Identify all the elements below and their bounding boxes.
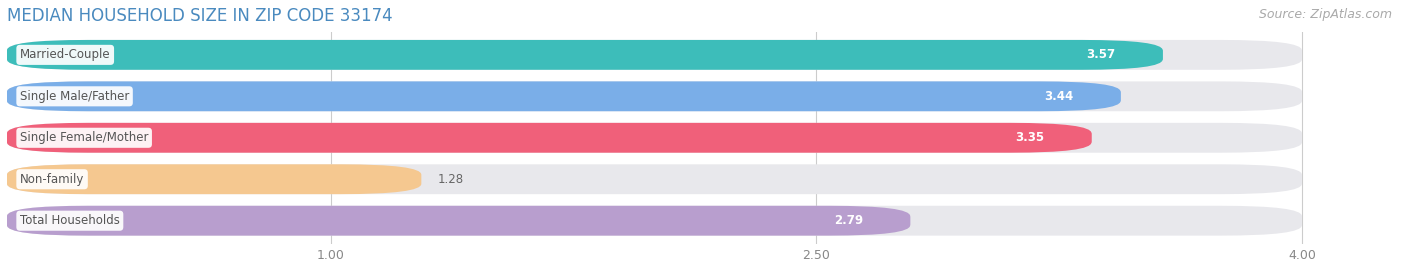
FancyBboxPatch shape bbox=[7, 123, 1302, 153]
FancyBboxPatch shape bbox=[7, 40, 1302, 70]
Text: 2.79: 2.79 bbox=[834, 214, 863, 227]
FancyBboxPatch shape bbox=[1039, 44, 1163, 66]
FancyBboxPatch shape bbox=[787, 209, 910, 232]
Text: Single Female/Mother: Single Female/Mother bbox=[20, 131, 149, 144]
Text: Source: ZipAtlas.com: Source: ZipAtlas.com bbox=[1258, 8, 1392, 21]
Text: 3.44: 3.44 bbox=[1045, 90, 1074, 103]
FancyBboxPatch shape bbox=[7, 82, 1121, 111]
FancyBboxPatch shape bbox=[7, 123, 1091, 153]
FancyBboxPatch shape bbox=[7, 206, 1302, 236]
FancyBboxPatch shape bbox=[7, 164, 1302, 194]
FancyBboxPatch shape bbox=[998, 85, 1121, 108]
Text: MEDIAN HOUSEHOLD SIZE IN ZIP CODE 33174: MEDIAN HOUSEHOLD SIZE IN ZIP CODE 33174 bbox=[7, 7, 392, 25]
Text: 3.57: 3.57 bbox=[1087, 48, 1116, 61]
FancyBboxPatch shape bbox=[7, 40, 1163, 70]
Text: Single Male/Father: Single Male/Father bbox=[20, 90, 129, 103]
Text: Married-Couple: Married-Couple bbox=[20, 48, 111, 61]
FancyBboxPatch shape bbox=[7, 164, 422, 194]
FancyBboxPatch shape bbox=[7, 206, 910, 236]
Text: 1.28: 1.28 bbox=[437, 173, 464, 186]
Text: Total Households: Total Households bbox=[20, 214, 120, 227]
FancyBboxPatch shape bbox=[969, 126, 1091, 149]
FancyBboxPatch shape bbox=[7, 82, 1302, 111]
Text: 3.35: 3.35 bbox=[1015, 131, 1045, 144]
Text: Non-family: Non-family bbox=[20, 173, 84, 186]
